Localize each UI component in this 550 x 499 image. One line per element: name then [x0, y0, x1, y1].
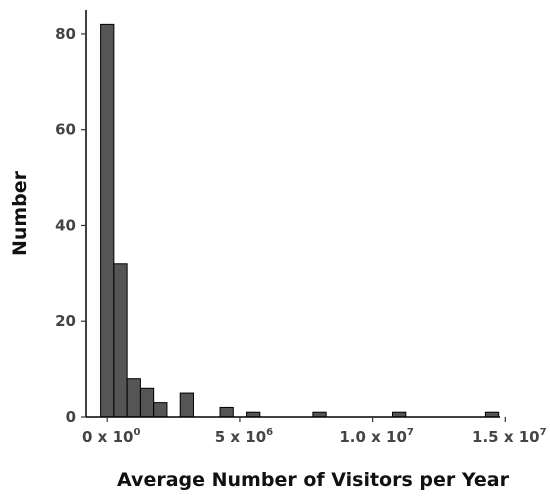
- histogram-bar: [126, 378, 141, 418]
- y-tick-label: 60: [55, 121, 76, 139]
- y-axis-ticks: 0 20 40 60 80: [55, 25, 86, 426]
- x-axis-ticks: 0 x 100 5 x 106 1.0 x 107 1.5 x 107: [82, 417, 547, 446]
- x-tick-label: 1.5 x 107: [472, 427, 547, 446]
- histogram-bar: [113, 263, 128, 418]
- histogram-bar: [153, 402, 168, 418]
- histogram-bar: [179, 392, 194, 418]
- x-tick-label: 1.0 x 107: [339, 427, 414, 446]
- y-tick-label: 80: [55, 25, 76, 43]
- x-axis-title: Average Number of Visitors per Year: [117, 469, 510, 491]
- histogram-bar: [139, 387, 155, 418]
- x-tick-label: 5 x 106: [215, 427, 273, 446]
- bars-layer: [100, 23, 500, 418]
- y-tick-label: 0: [66, 408, 76, 426]
- histogram-bar: [219, 406, 234, 418]
- x-tick-label: 0 x 100: [82, 427, 140, 446]
- histogram-bar: [100, 23, 115, 418]
- y-tick-label: 20: [55, 312, 76, 330]
- y-tick-label: 40: [55, 216, 76, 234]
- y-axis-title: Number: [9, 170, 31, 256]
